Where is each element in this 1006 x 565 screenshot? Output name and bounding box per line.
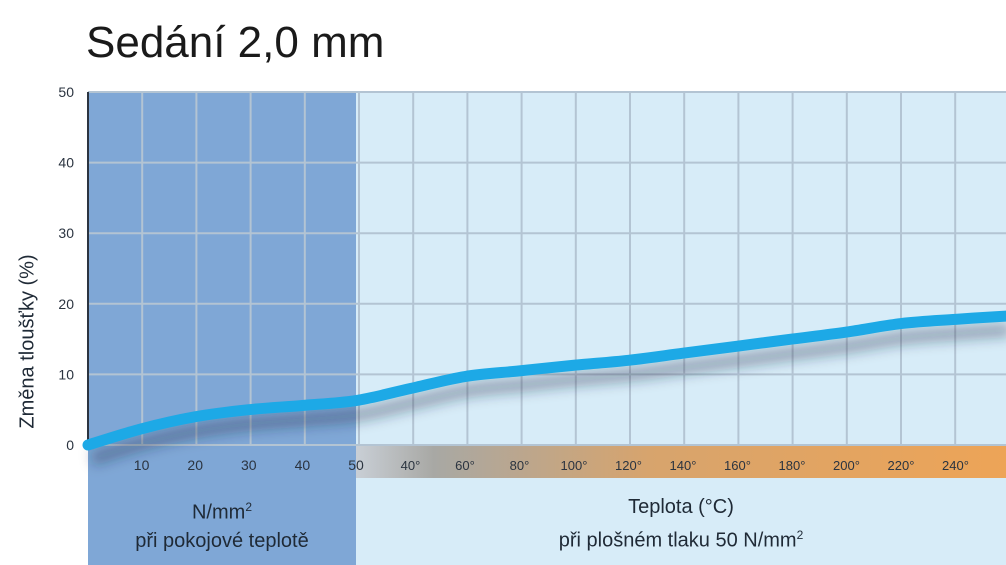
data-point bbox=[355, 400, 357, 402]
pressure-condition-label: při pokojové teplotě bbox=[135, 529, 309, 552]
data-point bbox=[846, 331, 847, 333]
y-axis-label: Změna tloušťky (%) bbox=[16, 254, 39, 429]
data-point bbox=[955, 318, 956, 320]
panel-pressure bbox=[88, 92, 356, 445]
pressure-unit-label: N/mm bbox=[191, 501, 246, 524]
temperature-condition-label: při plošném tlaku 50 N/mm bbox=[558, 529, 797, 552]
x-tick-label-pressure: 10 bbox=[134, 457, 150, 473]
data-point bbox=[900, 323, 902, 325]
x-tick-label-pressure: 30 bbox=[241, 457, 257, 473]
temperature-band bbox=[356, 445, 1006, 478]
x-tick-label-temperature: 160° bbox=[724, 458, 751, 473]
data-point bbox=[301, 404, 303, 406]
y-tick-label: 30 bbox=[58, 225, 74, 241]
footer-block-pressure bbox=[88, 445, 356, 565]
x-tick-label-temperature: 200° bbox=[833, 458, 860, 473]
y-tick-label: 10 bbox=[58, 366, 74, 382]
data-point bbox=[410, 388, 411, 390]
x-tick-label-temperature: 220° bbox=[888, 458, 915, 473]
chart-title: Sedání 2,0 mm bbox=[86, 18, 385, 67]
pressure-unit-sup: 2 bbox=[245, 500, 252, 514]
temperature-unit-label: Teplota (°C) bbox=[628, 496, 734, 518]
x-axis-label-temperature: Teplota (°C) při plošném tlaku 50 N/mm2 bbox=[356, 493, 1006, 555]
x-tick-label-temperature: 40° bbox=[401, 458, 421, 473]
x-tick-label-temperature: 140° bbox=[670, 458, 697, 473]
x-tick-label-pressure: 20 bbox=[187, 457, 203, 473]
x-tick-label-temperature: 240° bbox=[942, 458, 969, 473]
data-point bbox=[737, 345, 738, 347]
x-tick-label-temperature: 100° bbox=[561, 458, 588, 473]
x-tick-label-temperature: 120° bbox=[615, 458, 642, 473]
data-point bbox=[791, 338, 793, 340]
temperature-condition-sup: 2 bbox=[796, 528, 804, 542]
x-axis-label-pressure: N/mm2 při pokojové teplotě bbox=[88, 493, 356, 555]
data-point bbox=[573, 364, 575, 366]
y-tick-label: 20 bbox=[58, 296, 74, 312]
data-point bbox=[628, 359, 629, 361]
data-point bbox=[682, 352, 684, 354]
data-point bbox=[248, 409, 250, 411]
x-tick-label-temperature: 80° bbox=[510, 458, 530, 473]
x-tick-label-pressure: 40 bbox=[295, 457, 311, 473]
x-tick-label-temperature: 180° bbox=[779, 458, 806, 473]
data-point bbox=[141, 428, 143, 430]
series-line bbox=[82, 310, 1006, 451]
series-line-shadow bbox=[89, 323, 1006, 466]
data-point bbox=[87, 444, 89, 446]
x-tick-label-pressure: 50 bbox=[348, 457, 364, 473]
data-point bbox=[464, 376, 466, 378]
data-point bbox=[194, 416, 196, 418]
y-tick-label: 40 bbox=[58, 155, 74, 171]
y-tick-label: 0 bbox=[66, 437, 74, 453]
data-point bbox=[519, 370, 520, 372]
y-tick-label: 50 bbox=[58, 84, 74, 100]
x-tick-label-temperature: 60° bbox=[455, 458, 475, 473]
